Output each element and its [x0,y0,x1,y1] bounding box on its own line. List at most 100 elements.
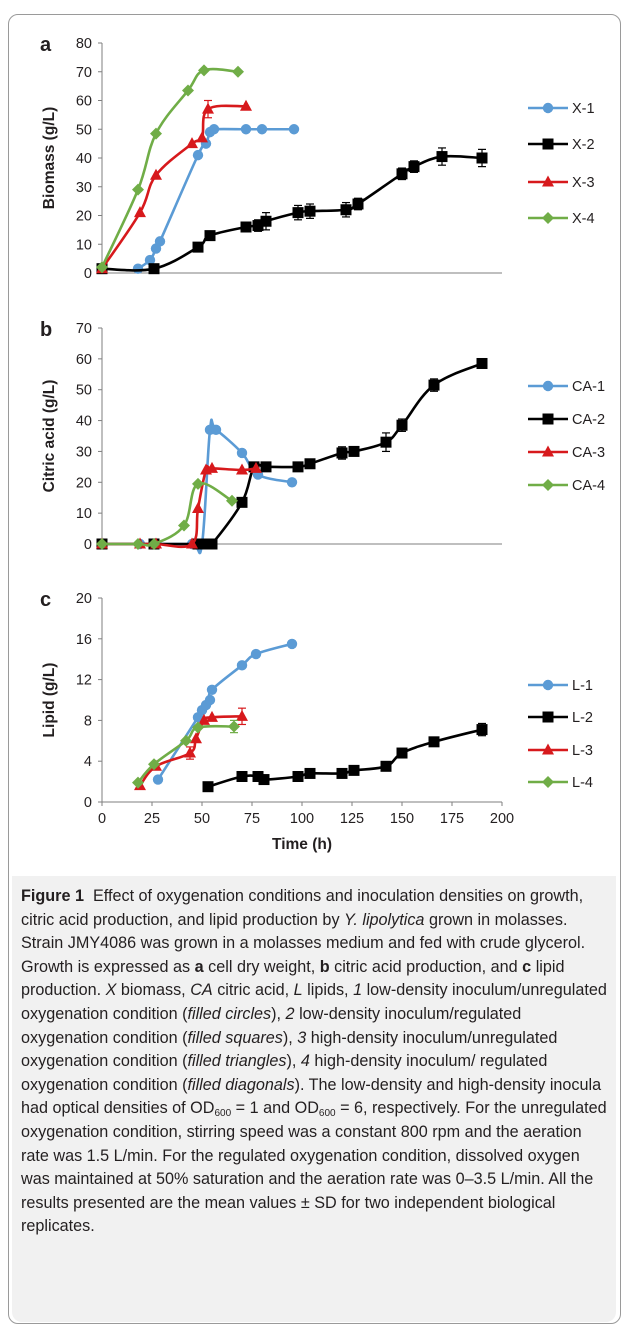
data-point [148,263,160,275]
data-point [236,463,248,475]
series-line [102,464,257,549]
data-point [252,220,264,232]
caption-lead: Effect of oxygenation conditions and ino… [21,887,584,929]
data-point [148,758,160,771]
series-X-2 [96,147,488,275]
data-point [286,638,298,650]
legend-entry-X-4: X-4 [528,211,595,227]
caption-num-3: 3 [297,1028,307,1047]
data-point [396,168,408,180]
y-tick-label: 20 [76,475,92,491]
y-tick-label: 30 [76,180,92,196]
y-tick-label: 30 [76,444,92,460]
data-point [256,124,268,135]
data-point [380,760,392,772]
data-point [198,64,210,77]
data-point [286,477,298,488]
y-tick-label: 60 [76,94,92,110]
data-point [206,710,218,722]
series-L-1 [152,638,298,785]
data-point [352,198,364,210]
caption-num-2: 2 [285,1004,295,1023]
legend-marker [542,479,554,491]
series-line [137,127,294,270]
x-tick-label: 150 [390,811,414,827]
data-point [236,496,248,508]
x-tick-label: 0 [98,811,106,827]
x-axis-label: Time (h) [272,836,332,853]
data-point [178,519,190,532]
data-point [152,774,164,785]
data-point [240,221,252,233]
data-point [250,461,262,473]
caption-panel-c: c [522,957,532,976]
legend-label: X-4 [572,211,595,227]
data-point [304,458,316,470]
series-CA-4 [96,477,238,550]
caption-text: grown in molasses. Strain JMY4086 was gr… [21,910,586,976]
legend-entry-L-2: L-2 [528,710,593,726]
y-tick-label: 40 [76,151,92,167]
data-point [134,206,146,218]
data-point [250,648,262,660]
data-point [180,734,192,747]
legend-entry-X-3: X-3 [528,175,595,191]
legend-label: CA-1 [572,379,605,395]
data-point [196,131,208,143]
data-point [132,538,144,550]
x-tick-label: 50 [194,811,210,827]
chart-panel-b: b 0 10 20 30 40 50 60 70 Citric acid (g/L) CA-1 CA-… [40,319,605,555]
panel-label: b [40,319,52,341]
y-tick-label: 16 [76,632,92,648]
legend-entry-X-1: X-1 [528,101,595,117]
data-point [206,538,218,550]
data-point [202,781,214,793]
data-point [226,494,238,507]
chart-panel-c: c 0 4 8 12 16 20 Lipid (g/L) 0 25 50 75 100 125 150 175… [40,589,593,853]
caption-marker-2: filled squares [187,1028,283,1047]
caption-text: high-density inoculum/unregulated oxygen… [21,1028,558,1071]
y-tick-label: 50 [76,122,92,138]
data-point [236,771,248,782]
series-L-2 [202,722,488,793]
legend-label: X-3 [572,175,595,191]
data-point [428,379,440,391]
caption-species: Y. lipolytica [344,910,425,929]
data-point [252,771,264,782]
legend-label: X-2 [572,137,595,153]
data-point [428,736,440,748]
y-tick-label: 10 [76,506,92,522]
caption-text: lipid production. [21,957,565,1000]
y-axis-label: Biomass (g/L) [41,107,58,209]
caption-panel-b: b [319,957,330,976]
y-tick-label: 8 [84,713,92,729]
caption-background [12,876,616,1322]
y-tick-label: 20 [76,209,92,225]
caption-text: citric acid production, and [334,957,518,976]
data-point [236,709,248,721]
series-X-1 [132,124,300,274]
data-point [182,84,194,97]
y-axis-label: Lipid (g/L) [41,663,58,738]
data-point [192,149,204,161]
caption-text: low-density inoculum/unregulated oxygena… [21,981,607,1023]
y-tick-label: 12 [76,673,92,689]
legend-entry-L-3: L-3 [528,743,593,759]
caption-text: biomass, [120,981,186,1000]
y-tick-label: 40 [76,414,92,430]
data-point [304,205,316,217]
x-tick-label: 200 [490,811,514,827]
x-tick-label: 25 [144,811,160,827]
legend-entry-CA-2: CA-2 [528,412,605,428]
legend-marker [542,380,554,392]
data-point [186,537,198,549]
series-X-4 [96,64,244,274]
caption-abbr-x: X [105,981,117,1000]
data-point [258,774,270,786]
data-point [236,660,248,671]
data-point [204,694,216,706]
y-tick-label: 0 [84,795,92,811]
data-point [476,357,488,369]
data-point [304,767,316,779]
